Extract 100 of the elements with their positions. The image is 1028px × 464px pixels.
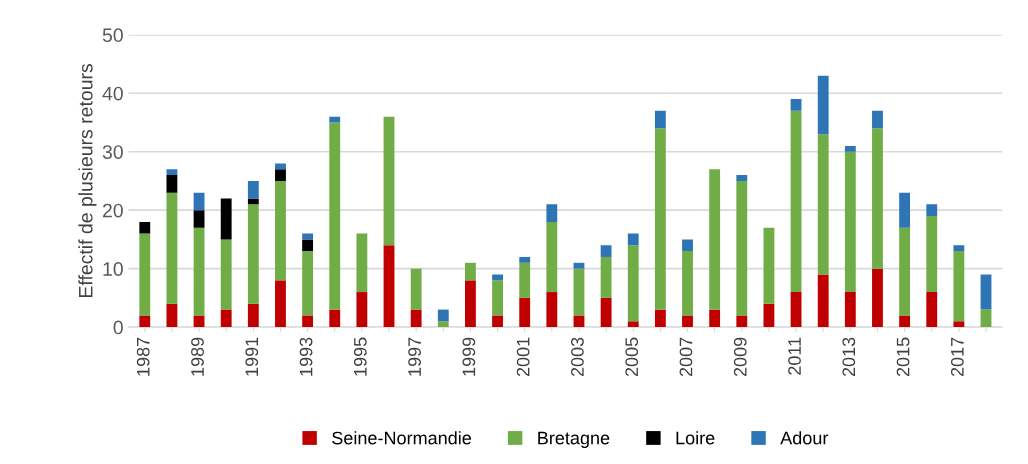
bar bbox=[926, 216, 938, 293]
bar bbox=[627, 321, 639, 328]
bar bbox=[627, 245, 639, 322]
bar bbox=[682, 239, 693, 252]
bar bbox=[464, 262, 476, 281]
bar bbox=[464, 280, 476, 328]
bar bbox=[546, 221, 558, 293]
x-tick-label: 2013 bbox=[842, 337, 856, 377]
bar bbox=[410, 309, 422, 328]
bar bbox=[682, 315, 693, 328]
bar bbox=[926, 292, 938, 328]
x-tick-label: 2009 bbox=[733, 337, 747, 377]
bar bbox=[899, 227, 911, 316]
y-tick-label: 10 bbox=[103, 262, 123, 276]
bar bbox=[383, 116, 395, 246]
y-axis-title: Effectif de plusieurs retours bbox=[78, 64, 97, 297]
bar bbox=[573, 268, 585, 316]
bar bbox=[573, 262, 585, 269]
bar bbox=[247, 303, 259, 328]
x-tick-label: 2001 bbox=[516, 337, 530, 377]
bar bbox=[220, 198, 232, 240]
legend-label: Seine-Normandie bbox=[332, 431, 471, 445]
y-tick-label: 0 bbox=[113, 320, 123, 335]
bar bbox=[166, 303, 178, 328]
bar bbox=[790, 99, 802, 111]
bar bbox=[220, 239, 232, 310]
bar bbox=[790, 292, 802, 328]
bar bbox=[953, 321, 965, 328]
bar bbox=[329, 122, 341, 310]
bar bbox=[247, 180, 259, 199]
bar bbox=[302, 251, 314, 316]
bar bbox=[872, 268, 883, 328]
bar bbox=[844, 145, 856, 152]
bar bbox=[953, 245, 965, 252]
bar bbox=[275, 180, 286, 281]
x-tick-label: 1987 bbox=[136, 337, 150, 376]
bar bbox=[166, 169, 178, 176]
x-tick-label: 1999 bbox=[462, 337, 476, 376]
bar bbox=[166, 192, 178, 304]
bar bbox=[763, 303, 775, 328]
x-tick-label: 2015 bbox=[896, 337, 910, 377]
bar bbox=[600, 256, 612, 298]
bar bbox=[627, 233, 639, 246]
bar bbox=[899, 315, 911, 328]
bar bbox=[736, 315, 748, 328]
bar bbox=[302, 239, 314, 252]
bar bbox=[247, 204, 259, 304]
bar bbox=[654, 128, 666, 310]
x-tick-label: 1989 bbox=[191, 337, 204, 376]
bar bbox=[573, 315, 585, 328]
bar bbox=[329, 309, 341, 328]
bar bbox=[844, 292, 856, 328]
y-tick-label: 50 bbox=[102, 28, 123, 43]
bar bbox=[654, 110, 666, 129]
x-tick-label: 2007 bbox=[679, 337, 693, 377]
bar bbox=[600, 297, 612, 328]
bar bbox=[817, 134, 829, 275]
bar bbox=[410, 268, 422, 310]
bar bbox=[302, 315, 314, 328]
bar bbox=[682, 251, 693, 316]
bar bbox=[736, 180, 748, 316]
x-tick-label: 1991 bbox=[245, 337, 259, 376]
bar bbox=[275, 163, 286, 170]
legend-label: Loire bbox=[676, 431, 715, 445]
bar bbox=[899, 192, 911, 228]
bar bbox=[193, 227, 205, 316]
bar bbox=[519, 256, 531, 263]
bar bbox=[844, 151, 856, 293]
bar bbox=[709, 169, 721, 310]
x-tick-label: 1993 bbox=[299, 337, 313, 376]
bar bbox=[546, 292, 558, 328]
bar bbox=[139, 315, 151, 328]
bar bbox=[220, 309, 232, 328]
x-tick-label: 1995 bbox=[353, 337, 367, 376]
bar bbox=[492, 315, 503, 328]
bar bbox=[980, 274, 992, 310]
y-tick-label: 40 bbox=[102, 86, 123, 101]
bar bbox=[600, 245, 612, 257]
legend-label: Adour bbox=[780, 431, 829, 445]
bar bbox=[139, 233, 151, 316]
bar bbox=[654, 309, 666, 328]
bar bbox=[872, 110, 883, 129]
bar bbox=[492, 280, 503, 316]
bar bbox=[247, 198, 259, 205]
bar bbox=[275, 280, 286, 328]
bar bbox=[736, 175, 748, 181]
bar bbox=[166, 175, 178, 193]
x-tick-label: 2003 bbox=[571, 337, 584, 377]
bar bbox=[356, 233, 368, 293]
bar bbox=[519, 262, 531, 298]
bar bbox=[817, 75, 829, 135]
bar bbox=[139, 221, 151, 234]
bar bbox=[383, 245, 395, 328]
bar bbox=[817, 274, 829, 328]
bar bbox=[953, 251, 965, 322]
bar bbox=[926, 204, 938, 217]
y-tick-label: 30 bbox=[102, 145, 123, 159]
bar bbox=[437, 309, 449, 322]
x-tick-label: 1997 bbox=[408, 337, 421, 376]
bar bbox=[193, 315, 205, 328]
